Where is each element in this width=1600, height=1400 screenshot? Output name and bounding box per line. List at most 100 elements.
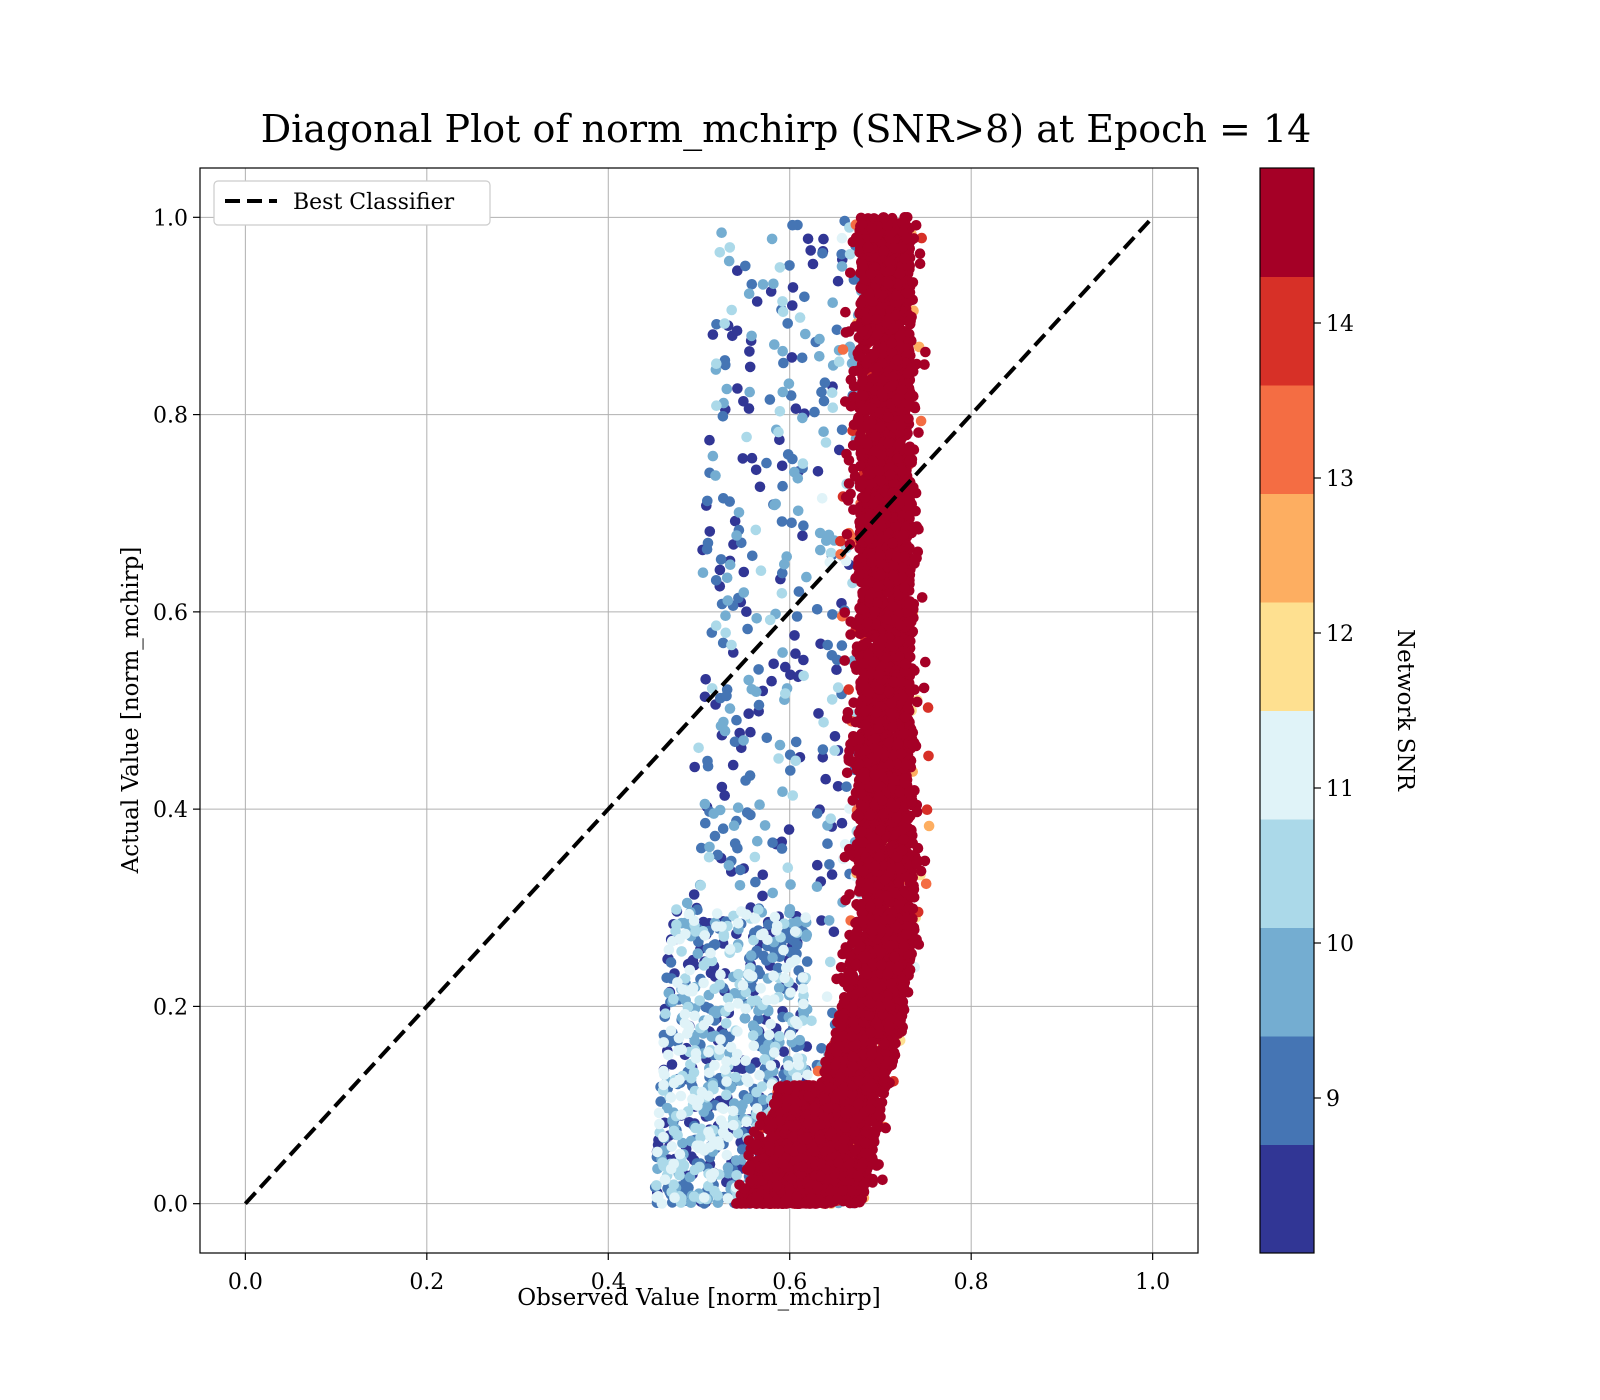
scatter-point: [781, 551, 792, 562]
scatter-point: [787, 453, 798, 465]
scatter-point: [704, 526, 716, 537]
scatter-point: [697, 567, 709, 578]
scatter-point: [674, 933, 685, 945]
scatter-point: [916, 232, 927, 244]
scatter-point: [766, 675, 777, 687]
scatter-point: [746, 330, 757, 342]
scatter-point: [651, 1192, 662, 1203]
scatter-point: [777, 345, 788, 357]
scatter-point: [720, 359, 731, 371]
scatter-point: [683, 1024, 695, 1035]
scatter-point: [719, 790, 730, 801]
scatter-point: [722, 1193, 734, 1204]
scatter-point: [777, 386, 789, 398]
scatter-point: [826, 387, 838, 399]
scatter-point: [800, 328, 811, 340]
scatter-point: [826, 694, 838, 705]
scatter-point: [792, 505, 804, 517]
scatter-point: [672, 977, 683, 988]
scatter-point: [744, 346, 755, 357]
scatter-point: [738, 587, 750, 598]
scatter-point: [751, 296, 763, 307]
scatter-point: [729, 515, 741, 527]
scatter-point: [843, 478, 855, 489]
scatter-point: [825, 547, 837, 559]
scatter-point: [782, 862, 794, 873]
scatter-point: [731, 1170, 742, 1181]
scatter-point: [671, 904, 682, 915]
scatter-point: [825, 813, 837, 824]
scatter-point: [827, 402, 839, 414]
scatter-point: [785, 987, 796, 998]
scatter-point: [837, 344, 849, 355]
scatter-point: [723, 255, 735, 267]
scatter-point: [765, 1018, 776, 1030]
scatter-point: [718, 1103, 729, 1115]
scatter-point: [737, 453, 749, 464]
scatter-point: [688, 889, 700, 900]
scatter-point: [657, 1157, 668, 1168]
scatter-point: [774, 1031, 785, 1042]
scatter-point: [687, 985, 698, 997]
scatter-point: [712, 849, 723, 861]
scatter-point: [729, 736, 741, 748]
scatter-point: [719, 318, 730, 329]
scatter-point: [743, 288, 755, 300]
scatter-point: [722, 992, 734, 1004]
scatter-point: [709, 1060, 720, 1071]
scatter-point: [836, 640, 848, 651]
scatter-point: [721, 1076, 732, 1087]
scatter-point: [745, 970, 756, 982]
scatter-point: [753, 664, 764, 675]
scatter-point: [763, 919, 774, 930]
scatter-point: [845, 267, 856, 279]
scatter-point: [768, 278, 779, 290]
scatter-point: [840, 396, 851, 407]
scatter-point: [731, 530, 742, 541]
scatter-point: [689, 761, 700, 773]
scatter-point: [757, 1094, 769, 1105]
scatter-point: [815, 544, 826, 556]
scatter-point: [750, 876, 761, 888]
scatter-point: [669, 1192, 680, 1203]
scatter-point: [661, 1102, 673, 1114]
scatter-point: [922, 702, 934, 713]
scatter-point: [779, 972, 790, 984]
scatter-point: [753, 904, 764, 915]
scatter-point: [727, 759, 739, 771]
scatter-point: [662, 1049, 674, 1061]
scatter-point: [668, 1179, 680, 1190]
scatter-point: [737, 1099, 748, 1111]
scatter-point: [738, 735, 749, 746]
scatter-point: [746, 452, 758, 464]
scatter-point: [698, 1192, 710, 1203]
scatter-point: [791, 611, 803, 622]
scatter-point: [665, 1025, 677, 1037]
scatter-point: [732, 1128, 744, 1139]
scatter-point: [703, 1047, 714, 1058]
scatter-point: [839, 607, 851, 618]
scatter-point: [704, 841, 715, 853]
scatter-point: [798, 998, 809, 1010]
scatter-point: [678, 1161, 689, 1172]
scatter-point: [816, 493, 828, 504]
scatter-point: [769, 911, 781, 923]
scatter-point: [793, 586, 805, 597]
scatter-point: [695, 880, 707, 891]
scatter-point: [828, 926, 840, 938]
scatter-point: [836, 232, 848, 244]
scatter-point: [663, 944, 675, 956]
scatter-point: [845, 629, 856, 640]
scatter-point: [703, 851, 715, 863]
scatter-point: [817, 752, 829, 763]
scatter-point: [738, 396, 749, 407]
scatter-point: [914, 248, 926, 259]
scatter-point: [774, 262, 786, 273]
scatter-point: [677, 1137, 688, 1149]
scatter-point: [773, 426, 784, 438]
scatter-point: [675, 1090, 687, 1102]
scatter-point: [790, 648, 801, 659]
scatter-point: [757, 890, 768, 902]
scatter-point: [920, 878, 932, 890]
scatter-point: [786, 517, 797, 529]
